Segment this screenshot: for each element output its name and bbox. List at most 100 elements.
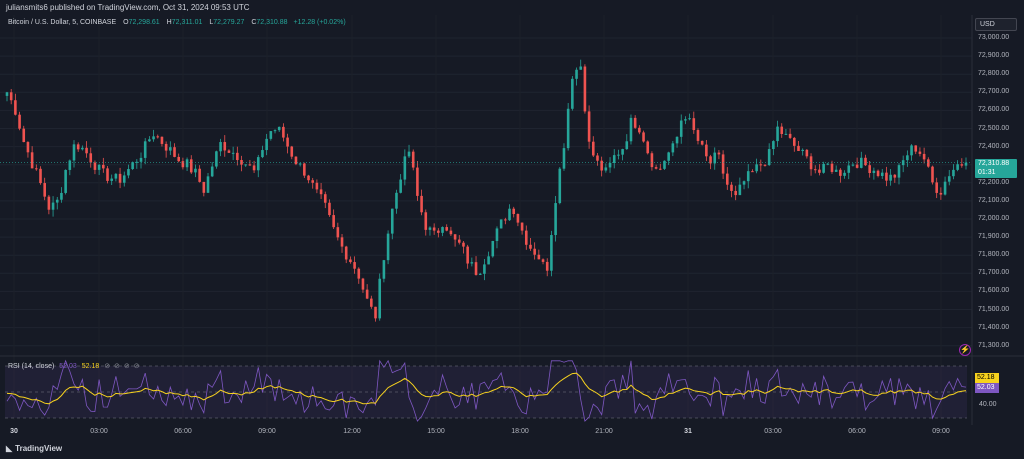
candle-body [847,165,851,173]
candle-body [813,169,817,171]
price-axis-label: 72,900.00 [978,52,1010,60]
time-axis-label: 06:00 [848,428,866,435]
candle-body [964,162,968,166]
candle-body [428,227,432,230]
candle-body [349,259,352,263]
candle-body [202,181,206,193]
candle-body [298,163,302,165]
price-axis-label: 71,600.00 [978,287,1010,295]
candle-body [759,164,763,166]
candle-body [424,212,428,230]
candle-body [709,156,712,164]
candle-body [5,92,9,96]
candle-body [734,190,737,196]
candle-body [244,164,248,166]
candle-body [809,156,813,170]
candle-body [642,132,645,142]
candle-body [340,237,344,247]
candle-body [755,164,758,172]
candle-body [805,149,809,157]
candle-body [194,168,197,173]
candle-body [872,170,876,174]
candle-body [684,119,687,121]
candle-body [675,136,679,144]
candle-body [453,234,457,240]
time-axis-label: 21:00 [595,428,613,435]
candle-body [282,126,285,138]
candle-body [956,164,959,170]
currency-selector[interactable]: USD [975,18,1017,31]
candle-body [265,138,268,151]
price-axis-label: 72,500.00 [978,124,1010,132]
candle-body [198,168,201,182]
candle-body [617,154,620,156]
candle-body [72,144,76,161]
candle-body [370,298,373,307]
candle-body [290,146,294,157]
candle-body [730,184,733,191]
candle-body [361,278,365,290]
candle-body [600,160,603,171]
candle-body [478,273,482,275]
candle-body [876,170,880,176]
open-value: 72,298.61 [128,19,160,26]
candle-body [487,256,490,265]
candle-body [164,143,168,151]
symbol-legend: Bitcoin / U.S. Dollar, 5, COINBASE O72,2… [8,19,346,26]
candle-body [118,173,122,183]
candle-body [22,128,26,143]
candle-body [64,169,67,193]
candle-body [947,176,951,182]
candle-body [650,153,654,168]
candle-body [801,149,804,152]
candle-body [152,136,155,140]
candle-body [713,152,717,164]
candle-body [470,262,474,264]
price-axis-label: 72,600.00 [978,106,1010,114]
candle-body [927,159,930,167]
candle-body [403,156,407,180]
candle-body [286,137,289,147]
candle-body [206,176,210,193]
rsi-settings-icons[interactable]: ⊘ ⊘ ⊘ ⊘ [104,363,141,370]
candle-body [18,114,21,129]
candle-body [432,227,436,231]
candle-body [524,230,528,245]
candle-body [236,152,239,161]
lightning-icon[interactable]: ⚡ [959,344,971,356]
candle-body [529,244,532,249]
high-value: 72,311.01 [171,19,203,26]
candle-body [76,144,80,150]
candle-body [889,174,892,181]
candle-body [127,169,130,176]
candle-body [43,183,46,197]
publisher-text: juliansmits6 published on TradingView.co… [6,3,250,12]
time-axis-label: 06:00 [174,428,192,435]
candle-body [658,168,662,170]
time-axis-label: 15:00 [427,428,445,435]
candle-body [793,137,796,146]
candle-body [382,260,386,279]
price-axis-label: 72,000.00 [978,215,1010,222]
candle-body [533,248,536,255]
candle-body [906,155,909,161]
candle-body [491,240,495,257]
change-value: +12.28 (+0.02%) [293,19,346,26]
time-axis-label: 03:00 [90,428,108,435]
time-axis-label: 09:00 [932,428,950,435]
candle-body [935,182,938,193]
price-axis[interactable]: 73,000.00 72,900.00 72,800.00 72,700.00 72,6… [972,15,1024,425]
candle-body [483,264,486,274]
candle-body [885,172,888,181]
candle-body [240,160,243,165]
tradingview-logo[interactable]: ◣ TradingView [6,444,62,453]
candle-body [328,202,331,216]
candle-body [55,199,59,203]
candle-body [855,164,859,168]
candle-body [252,165,256,171]
candle-body [110,178,113,181]
candle-body [679,120,683,137]
candle-body [315,182,319,190]
time-axis[interactable]: 30 03:00 06:00 09:00 12:00 15:00 18:00 21:00 31 0… [0,425,972,439]
